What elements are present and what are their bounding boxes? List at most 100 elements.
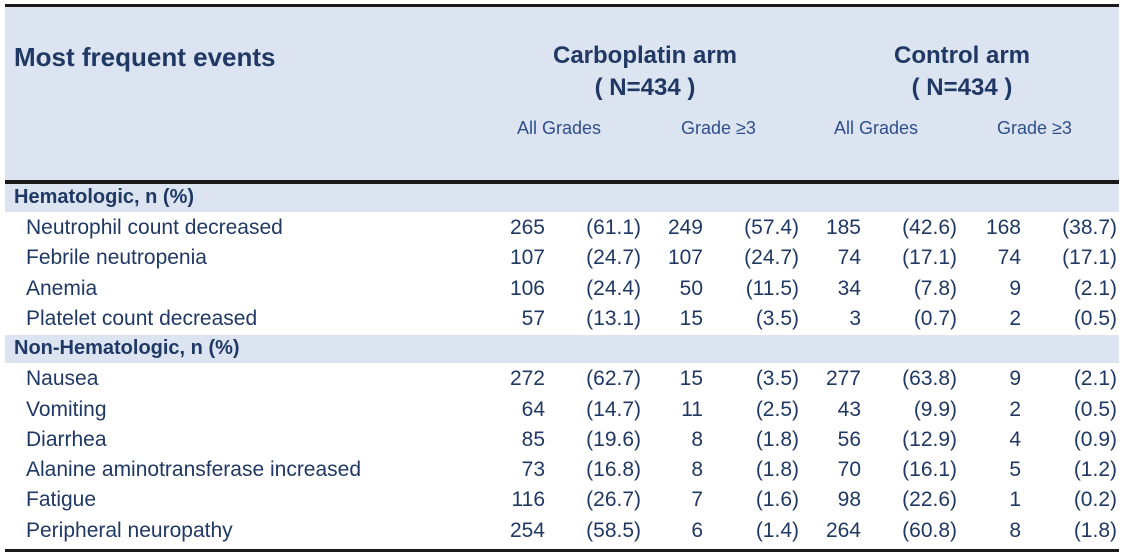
bottom-rule	[5, 549, 1119, 552]
percent-cell: (1.2)	[1073, 458, 1117, 482]
row-label: Febrile neutropenia	[26, 246, 207, 270]
control-arm-header: Control arm ( N=434 )	[842, 40, 1082, 104]
percent-cell: (2.5)	[755, 397, 799, 421]
percent-cell: (1.6)	[755, 488, 799, 512]
table-row: Alanine aminotransferase increased 73 (16.…	[5, 456, 1119, 486]
count-cell: 15	[679, 306, 703, 330]
section-label: Non-Hematologic, n (%)	[14, 337, 240, 360]
subheader-carbo-all-grades: All Grades	[517, 118, 602, 138]
percent-cell: (58.5)	[586, 518, 641, 542]
arm-name: Carboplatin arm	[552, 42, 738, 69]
percent-cell: (1.8)	[755, 458, 799, 482]
count-cell: 74	[997, 246, 1021, 270]
percent-cell: (7.8)	[913, 276, 957, 300]
row-label: Nausea	[26, 367, 99, 391]
table-row: Platelet count decreased 57 (13.1) 15 (3.5) 3…	[5, 305, 1119, 335]
table-row: Vomiting 64 (14.7) 11 (2.5) 43 (9.9) 2 (0.5)	[5, 396, 1119, 426]
count-cell: 73	[521, 458, 545, 482]
percent-cell: (0.5)	[1073, 397, 1117, 421]
count-cell: 116	[511, 488, 545, 512]
count-cell: 8	[1009, 518, 1021, 542]
count-cell: 98	[837, 488, 861, 512]
percent-cell: (0.2)	[1073, 488, 1117, 512]
subheader-carbo-grade3: Grade ≥3	[681, 118, 756, 138]
percent-cell: (62.7)	[586, 367, 641, 391]
section-band: Hematologic, n (%)	[5, 184, 1119, 212]
percent-cell: (57.4)	[744, 216, 799, 239]
arm-name: Control arm	[893, 42, 1030, 69]
section-band: Non-Hematologic, n (%)	[5, 335, 1119, 364]
percent-cell: (12.9)	[902, 427, 957, 451]
percent-cell: (1.8)	[755, 427, 799, 451]
count-cell: 2	[1009, 306, 1021, 330]
count-cell: 8	[691, 427, 703, 451]
percent-cell: (11.5)	[745, 276, 799, 300]
count-cell: 43	[837, 397, 861, 421]
row-label: Neutrophil count decreased	[26, 216, 283, 239]
count-cell: 185	[825, 216, 861, 239]
percent-cell: (19.6)	[586, 427, 641, 451]
percent-cell: (3.5)	[755, 306, 799, 330]
count-cell: 74	[837, 246, 861, 270]
percent-cell: (24.4)	[586, 276, 641, 300]
count-cell: 2	[1009, 397, 1021, 421]
subheader-ctrl-grade3: Grade ≥3	[997, 118, 1072, 138]
count-cell: 57	[521, 306, 545, 330]
percent-cell: (22.6)	[902, 488, 957, 512]
count-cell: 106	[509, 276, 545, 300]
count-cell: 265	[509, 216, 545, 239]
count-cell: 9	[1009, 367, 1021, 391]
percent-cell: (0.7)	[913, 306, 957, 330]
percent-cell: (17.1)	[1062, 246, 1117, 270]
table-row: Neutrophil count decreased 265 (61.1) 249 (5…	[5, 214, 1119, 244]
row-label: Anemia	[26, 276, 98, 300]
count-cell: 64	[521, 397, 545, 421]
percent-cell: (24.7)	[744, 246, 799, 270]
table-row: Peripheral neuropathy 254 (58.5) 6 (1.4) 264 (…	[5, 517, 1119, 547]
count-cell: 70	[837, 458, 861, 482]
percent-cell: (14.7)	[586, 397, 641, 421]
percent-cell: (2.1)	[1073, 276, 1117, 300]
count-cell: 168	[985, 216, 1021, 239]
table-row: Diarrhea 85 (19.6) 8 (1.8) 56 (12.9) 4 (0.9)	[5, 426, 1119, 456]
table-title: Most frequent events	[14, 42, 276, 72]
count-cell: 56	[837, 427, 861, 451]
subheader-ctrl-all-grades: All Grades	[834, 118, 919, 138]
table-row: Nausea 272 (62.7) 15 (3.5) 277 (63.8) 9 (2.1)	[5, 365, 1119, 395]
count-cell: 249	[667, 216, 703, 239]
count-cell: 7	[691, 488, 703, 512]
percent-cell: (16.8)	[586, 458, 641, 482]
carboplatin-arm-header: Carboplatin arm ( N=434 )	[525, 40, 765, 104]
percent-cell: (16.1)	[902, 458, 957, 482]
count-cell: 264	[825, 518, 861, 542]
table-row: Febrile neutropenia 107 (24.7) 107 (24.7) 74 (…	[5, 244, 1119, 274]
percent-cell: (17.1)	[902, 246, 957, 270]
percent-cell: (60.8)	[902, 518, 957, 542]
count-cell: 107	[667, 246, 703, 270]
percent-cell: (3.5)	[755, 367, 799, 391]
percent-cell: (26.7)	[586, 488, 641, 512]
count-cell: 11	[681, 397, 703, 421]
count-cell: 85	[521, 427, 545, 451]
table-row: Anemia 106 (24.4) 50 (11.5) 34 (7.8) 9 (2.1)	[5, 275, 1119, 305]
row-label: Platelet count decreased	[26, 306, 258, 330]
count-cell: 272	[509, 367, 545, 391]
percent-cell: (24.7)	[586, 246, 641, 270]
count-cell: 5	[1009, 458, 1021, 482]
count-cell: 4	[1009, 427, 1021, 451]
count-cell: 3	[849, 306, 861, 330]
arm-n: ( N=434 )	[594, 74, 696, 101]
count-cell: 15	[679, 367, 703, 391]
row-label: Vomiting	[26, 397, 107, 421]
header-rule	[5, 180, 1119, 184]
count-cell: 34	[837, 276, 861, 300]
percent-cell: (38.7)	[1062, 216, 1117, 239]
row-label: Peripheral neuropathy	[26, 518, 233, 542]
percent-cell: (2.1)	[1073, 367, 1117, 391]
percent-cell: (9.9)	[913, 397, 957, 421]
percent-cell: (1.4)	[755, 518, 799, 542]
count-cell: 277	[825, 367, 861, 391]
count-cell: 107	[509, 246, 545, 270]
row-label: Diarrhea	[26, 427, 107, 451]
percent-cell: (61.1)	[586, 216, 641, 239]
